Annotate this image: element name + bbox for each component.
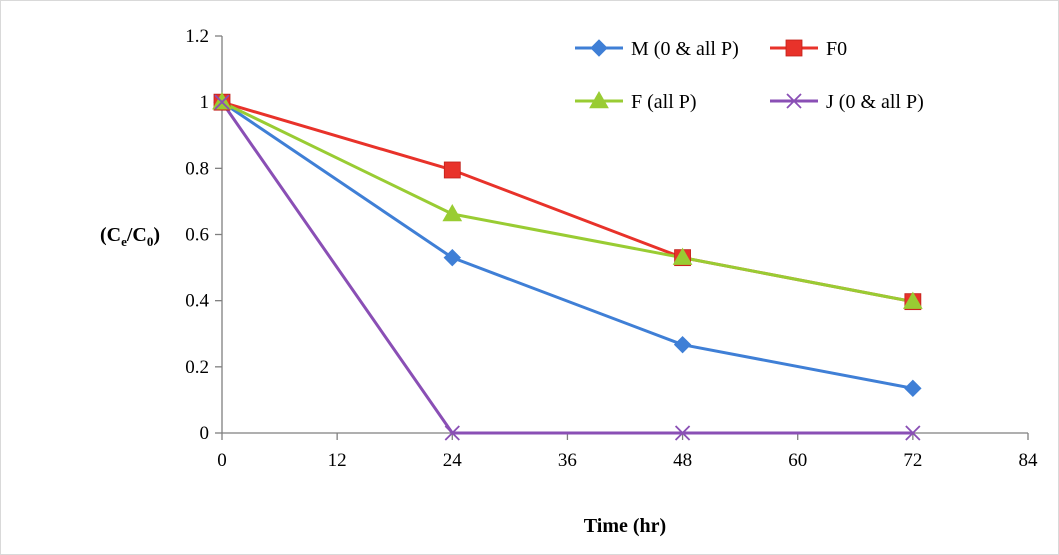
marker-stroke — [786, 93, 802, 109]
series-markers — [212, 92, 923, 441]
y-axis-title-part: /C — [126, 224, 147, 246]
legend-label: M (0 & all P) — [631, 38, 739, 60]
legend-item-3: F (all P) — [575, 90, 697, 113]
y-tick-label: 1 — [200, 92, 210, 113]
legend-item-2: F0 — [770, 38, 847, 60]
series-4-point — [905, 425, 921, 441]
series-1-line — [221, 100, 914, 390]
series-4-line — [220, 101, 913, 435]
x-axis-title: Time (hr) — [584, 515, 666, 537]
y-tick-label: 0.6 — [185, 225, 209, 246]
legend: M (0 & all P) F0 F (all P) J (0 & all P) — [575, 38, 924, 113]
y-axis-title-part: (C — [100, 224, 121, 246]
marker-stroke — [905, 425, 921, 441]
series-3-point — [902, 291, 923, 309]
y-tick-label: 0.2 — [185, 357, 209, 378]
x-tick-label: 12 — [328, 450, 347, 471]
legend-item-4: J (0 & all P) — [770, 91, 924, 113]
y-tick-label: 0.8 — [185, 158, 209, 179]
series-1-point — [904, 379, 922, 398]
legend-marker — [785, 39, 803, 57]
y-axis-title: (Ce/C0) — [100, 224, 160, 249]
series-3-point — [672, 247, 693, 265]
series-lines — [220, 100, 914, 435]
series-1-point — [443, 248, 461, 267]
series-2-point — [443, 161, 461, 179]
y-axis-title-subscript: e — [121, 234, 127, 249]
y-tick-label: 0.4 — [185, 291, 209, 312]
legend-item-1: M (0 & all P) — [575, 38, 739, 60]
axes: 0 0.2 0.4 0.6 0.8 1 1.2 0 12 24 36 48 60 72 84 — [185, 26, 1038, 471]
marker-stroke — [674, 425, 691, 441]
legend-label: F (all P) — [631, 91, 697, 113]
legend-label: F0 — [826, 38, 847, 60]
x-tick-label: 24 — [443, 450, 463, 471]
series-2-line — [221, 100, 914, 304]
x-tick-label: 84 — [1019, 450, 1039, 471]
y-tick-label: 1.2 — [185, 26, 209, 47]
marker-stroke — [214, 94, 230, 110]
series-1-point — [673, 335, 692, 354]
y-axis-title-subscript: 0 — [147, 234, 154, 249]
series-4-point — [444, 425, 460, 441]
legend-marker — [589, 90, 609, 109]
x-tick-label: 60 — [788, 450, 807, 471]
marker-stroke — [444, 425, 460, 441]
x-tick-label: 36 — [558, 450, 577, 471]
legend-marker — [590, 39, 608, 57]
series-3-point — [442, 203, 463, 222]
series-3-line — [221, 100, 914, 304]
series-4-point — [674, 425, 691, 441]
x-tick-label: 72 — [903, 450, 922, 471]
legend-label: J (0 & all P) — [826, 91, 924, 113]
x-tick-label: 48 — [673, 450, 692, 471]
y-tick-label: 0 — [200, 423, 210, 444]
y-axis-title-part: ) — [153, 224, 160, 246]
x-tick-label: 0 — [217, 450, 227, 471]
series-4-point — [214, 94, 230, 110]
legend-marker — [786, 93, 802, 109]
